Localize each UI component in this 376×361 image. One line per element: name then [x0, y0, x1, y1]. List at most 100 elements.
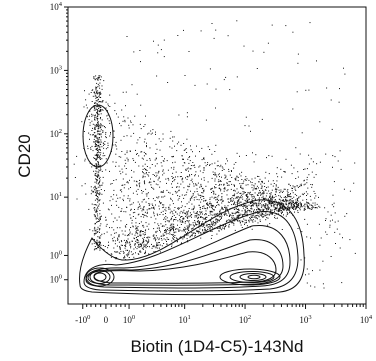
scatter-dot	[166, 160, 168, 162]
scatter-dot	[268, 202, 270, 204]
scatter-dot	[97, 141, 99, 143]
scatter-dot	[260, 183, 262, 185]
scatter-dot	[271, 196, 273, 198]
scatter-dot	[254, 183, 256, 185]
scatter-dot	[98, 240, 100, 242]
scatter-dot	[103, 147, 105, 149]
scatter-dot	[177, 176, 179, 178]
scatter-dot	[168, 239, 170, 240]
scatter-dot	[266, 217, 268, 219]
scatter-dot	[97, 115, 99, 117]
scatter-dot	[95, 90, 97, 92]
scatter-dot	[133, 132, 135, 134]
scatter-dot	[182, 238, 184, 240]
scatter-dot	[258, 201, 260, 203]
scatter-dot	[122, 178, 124, 180]
scatter-dot	[81, 121, 83, 123]
scatter-dot	[295, 189, 297, 191]
y-tick-label: 104	[50, 1, 63, 12]
x-tick-label: 101	[179, 314, 191, 325]
scatter-dot	[195, 223, 197, 225]
scatter-dot	[97, 177, 99, 178]
scatter-dot	[225, 206, 227, 208]
scatter-dot	[129, 229, 130, 231]
scatter-dot	[245, 180, 247, 181]
scatter-dot	[155, 183, 157, 185]
scatter-dot	[260, 194, 262, 196]
scatter-dot	[168, 179, 170, 181]
scatter-dot	[123, 195, 125, 197]
scatter-dot	[309, 208, 311, 210]
scatter-dot	[165, 213, 166, 214]
scatter-dot	[153, 208, 155, 210]
scatter-dot	[135, 180, 137, 182]
scatter-dot	[289, 208, 291, 210]
scatter-dot	[214, 151, 216, 152]
scatter-dot	[170, 227, 172, 228]
scatter-dot	[154, 174, 155, 176]
scatter-dot	[278, 208, 280, 210]
scatter-dot	[192, 227, 194, 229]
scatter-dot	[177, 195, 179, 197]
scatter-dot	[155, 218, 157, 220]
scatter-dot	[251, 199, 253, 201]
scatter-dot	[215, 193, 217, 195]
scatter-dot	[303, 205, 305, 207]
scatter-dot	[354, 252, 356, 254]
scatter-dot	[201, 159, 203, 161]
scatter-dot	[148, 172, 150, 173]
scatter-dot	[127, 195, 129, 197]
scatter-dot	[97, 186, 99, 188]
scatter-dot	[292, 185, 294, 187]
contour-outer-envelope	[79, 199, 305, 296]
scatter-dot	[208, 224, 210, 225]
scatter-dot	[267, 198, 269, 200]
scatter-dot	[292, 31, 294, 33]
scatter-dot	[221, 166, 223, 168]
scatter-dot	[106, 115, 108, 117]
scatter-dot	[116, 204, 118, 206]
scatter-dot	[156, 163, 158, 165]
scatter-dot	[152, 245, 154, 247]
scatter-dot	[244, 209, 246, 211]
scatter-dot	[95, 164, 97, 166]
scatter-dot	[261, 197, 263, 199]
scatter-dot	[205, 213, 206, 215]
scatter-dot	[203, 224, 205, 226]
scatter-dot	[203, 189, 205, 191]
x-tick-label: 102	[239, 314, 251, 325]
scatter-dot	[288, 199, 290, 201]
scatter-dot	[145, 172, 147, 173]
scatter-dot	[240, 224, 242, 226]
scatter-dot	[240, 192, 242, 194]
scatter-dot	[216, 214, 218, 216]
scatter-dot	[246, 198, 248, 200]
scatter-dot	[260, 215, 262, 216]
scatter-dot	[94, 117, 96, 119]
scatter-dot	[233, 184, 235, 186]
scatter-dot	[166, 220, 168, 222]
scatter-dot	[318, 205, 320, 207]
scatter-dot	[291, 187, 293, 189]
scatter-dot	[303, 208, 305, 210]
scatter-dot	[182, 221, 184, 222]
scatter-dot	[181, 155, 183, 157]
scatter-dot	[280, 206, 282, 208]
scatter-dot	[147, 133, 149, 135]
scatter-dot	[303, 192, 305, 194]
scatter-dot	[194, 234, 196, 236]
scatter-dot	[184, 221, 186, 222]
scatter-dot	[267, 207, 269, 209]
scatter-dot	[331, 204, 333, 206]
scatter-dot	[91, 243, 93, 245]
scatter-dot	[202, 195, 204, 197]
scatter-dot	[287, 193, 289, 195]
scatter-dot	[203, 158, 205, 160]
scatter-dot	[239, 173, 241, 175]
scatter-dot	[98, 130, 100, 132]
scatter-dot	[120, 240, 122, 242]
scatter-dot	[165, 231, 167, 233]
scatter-dot	[199, 151, 200, 153]
scatter-dot	[248, 204, 250, 206]
